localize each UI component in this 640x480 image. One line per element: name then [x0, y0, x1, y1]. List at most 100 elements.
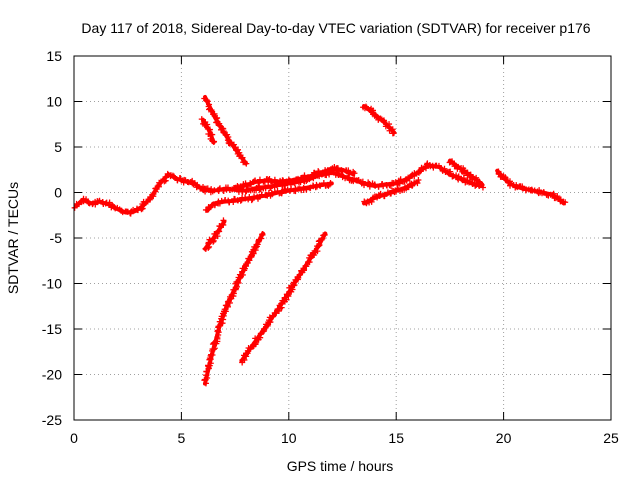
data-point [302, 262, 309, 269]
y-tick-label: -10 [42, 276, 62, 292]
x-tick-label: 20 [496, 430, 512, 446]
data-point [415, 176, 422, 183]
data-point [267, 178, 274, 185]
data-point [445, 170, 452, 177]
data-point [216, 185, 223, 192]
data-point [381, 191, 388, 198]
data-point [212, 201, 219, 208]
data-point [415, 169, 422, 176]
data-point [193, 184, 200, 191]
data-point [169, 172, 176, 179]
data-point [441, 165, 448, 172]
data-point [211, 339, 218, 346]
data-point [450, 173, 457, 180]
series-lower-wiggle [361, 176, 422, 207]
data-point [359, 178, 366, 185]
data-point [267, 184, 274, 191]
series-neg-long [201, 230, 266, 387]
x-tick-label: 10 [281, 430, 297, 446]
data-point [377, 115, 384, 122]
data-point [211, 345, 218, 352]
data-point [283, 291, 290, 298]
data-point [295, 175, 302, 182]
data-point [296, 272, 303, 279]
data-point [221, 306, 228, 313]
data-point [170, 173, 177, 180]
data-point [204, 98, 211, 105]
series-upper-branch [230, 164, 358, 192]
data-point [216, 122, 223, 129]
data-point [71, 204, 78, 211]
data-point [237, 197, 244, 204]
data-point [204, 185, 211, 192]
data-point [206, 236, 213, 243]
data-point [203, 97, 210, 104]
data-point [316, 182, 323, 189]
data-point [478, 182, 485, 189]
data-point [198, 116, 205, 123]
data-point [215, 228, 222, 235]
data-point [315, 168, 322, 175]
data-point [149, 191, 156, 198]
plot-frame [73, 55, 612, 421]
data-point [346, 170, 353, 177]
y-tick-label: -25 [42, 412, 62, 428]
data-point [361, 182, 368, 189]
y-tick-label: -20 [42, 367, 62, 383]
data-point [242, 195, 249, 202]
data-point [284, 292, 291, 298]
data-point [246, 257, 253, 264]
y-axis-label: SDTVAR / TECUs [5, 182, 21, 294]
data-point [234, 278, 241, 285]
data-point [238, 196, 245, 203]
data-point [202, 245, 209, 252]
grid [74, 56, 611, 420]
data-point [223, 302, 230, 309]
data-point [205, 239, 212, 246]
data-point [455, 163, 462, 170]
data-point [306, 174, 313, 181]
x-tick-label: 0 [70, 430, 78, 446]
data-point [405, 184, 412, 191]
data-point [363, 104, 370, 111]
data-point [339, 168, 346, 175]
series-upper-arc [201, 94, 250, 167]
data-point [204, 375, 211, 382]
data-point [210, 346, 217, 353]
data-point [138, 206, 145, 213]
data-point [208, 107, 215, 114]
data-point [220, 187, 227, 194]
data-point [118, 207, 125, 214]
x-tick-label: 25 [603, 430, 619, 446]
data-point [449, 159, 456, 166]
data-point [377, 190, 384, 197]
data-point [314, 248, 321, 255]
data-point [219, 221, 226, 228]
data-point [252, 244, 259, 251]
data-point [327, 180, 334, 187]
data-point [134, 207, 141, 214]
data-point [396, 180, 403, 187]
data-point [203, 368, 210, 375]
data-point [256, 176, 263, 183]
y-tick-label: 15 [46, 48, 62, 64]
series-upper-stub [198, 116, 218, 146]
data-point [243, 182, 250, 189]
data-point [375, 183, 382, 190]
data-point [231, 195, 238, 202]
data-point [371, 181, 378, 188]
x-tick-label: 5 [178, 430, 186, 446]
data-point [381, 119, 388, 126]
data-point [224, 137, 231, 144]
data-point [468, 174, 475, 181]
data-point [281, 294, 288, 301]
data-point [319, 235, 326, 242]
data-point [285, 176, 292, 183]
data-point [210, 139, 217, 146]
y-tick-label: -15 [42, 321, 62, 337]
series-lower-branch [202, 180, 334, 213]
data-point [244, 183, 251, 190]
data-point [220, 217, 227, 224]
series-layer [71, 94, 569, 387]
